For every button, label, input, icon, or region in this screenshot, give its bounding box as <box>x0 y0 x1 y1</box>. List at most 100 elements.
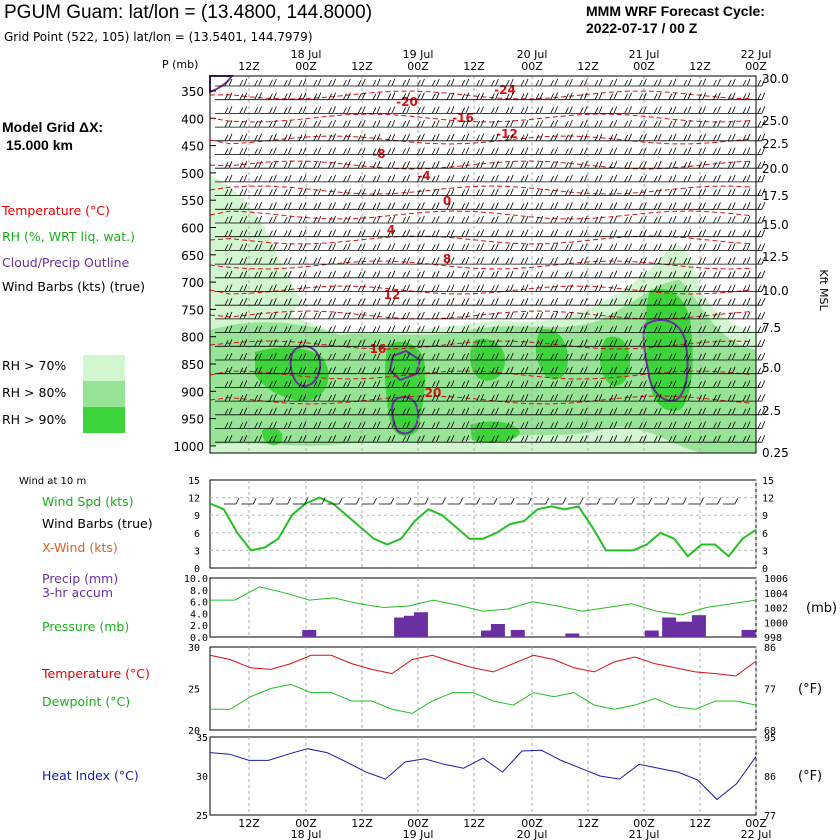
wind-barb <box>244 188 262 196</box>
wind-barb <box>244 393 262 402</box>
wind-barb <box>629 133 647 142</box>
legend-rh: RH (%, WRT liq. wat.) <box>2 229 135 244</box>
wind-barb <box>718 161 736 169</box>
wind-barb <box>570 202 588 210</box>
wind-barb <box>614 407 632 416</box>
wind-barb <box>673 325 692 333</box>
pressure-unit: (mb) <box>806 601 837 616</box>
bottom-time-tick-7: 00Z <box>633 817 655 830</box>
wind-barb <box>673 352 692 361</box>
wind-barb <box>570 119 588 128</box>
wind-barb <box>289 325 307 333</box>
wind-barb <box>644 161 662 169</box>
wind-barb <box>614 311 632 320</box>
kft-tick-17.5: 17.5 <box>762 189 789 203</box>
wind-barb <box>244 270 262 279</box>
wind-barb <box>481 435 499 443</box>
wind-barb <box>392 393 410 402</box>
wind-barb <box>392 270 410 279</box>
wind-barb <box>747 243 766 251</box>
wind-barb <box>451 435 470 443</box>
wind-barb <box>540 393 558 402</box>
wind-barb <box>333 106 351 114</box>
wind-barb <box>348 119 366 128</box>
wind-barb <box>570 311 588 320</box>
wind-barb <box>570 270 588 279</box>
wind-barb <box>599 174 618 183</box>
top-time-tick-2: 12Z <box>351 60 373 73</box>
precip-bar-7 <box>565 633 580 637</box>
wind-barb <box>629 380 647 388</box>
model-grid-dx: Model Grid ΔX: 15.000 km <box>2 118 103 154</box>
wind-barb <box>570 243 588 251</box>
wind-barb <box>466 119 484 128</box>
wind-barb <box>407 119 425 128</box>
wind-barb <box>289 188 307 196</box>
wind-barb <box>540 78 558 87</box>
wind-barb <box>244 161 262 169</box>
wind-barb <box>525 92 544 101</box>
wind-barb <box>585 311 603 320</box>
wind-barb <box>407 161 425 169</box>
wind-barb <box>659 421 677 429</box>
wind-barb <box>570 133 588 142</box>
wind-barb <box>673 256 692 265</box>
wind-barb <box>451 421 470 429</box>
wind-barb <box>644 393 662 402</box>
wind-barb <box>215 202 233 210</box>
wind-barb <box>437 284 455 292</box>
wind-barb <box>659 188 677 196</box>
wind-barb <box>511 311 529 320</box>
wind-barb <box>733 393 751 402</box>
cloud-outline-4 <box>642 319 689 402</box>
pressure-tick-650: 650 <box>181 249 204 263</box>
wind-barb <box>466 92 484 101</box>
wind-barb <box>659 106 677 114</box>
cycle-line2: 2022-07-17 / 00 Z <box>586 20 698 36</box>
wind-barb <box>363 92 381 101</box>
wind-barb <box>289 119 307 128</box>
wind-barb <box>318 284 336 292</box>
wind-barb <box>718 188 736 196</box>
wind-barb <box>614 161 632 169</box>
wind-barb <box>555 380 573 388</box>
wind-barb <box>422 435 440 443</box>
temperature-contour-1 <box>209 113 751 123</box>
wind-barb <box>496 256 514 265</box>
wind-barb <box>348 174 366 183</box>
wind-barb <box>703 188 721 196</box>
wind-barb <box>525 188 544 196</box>
legend-rh90: RH > 90% <box>2 412 67 427</box>
wind-barb <box>659 380 677 388</box>
wind-barb <box>688 393 706 402</box>
wind-barb <box>703 298 721 306</box>
wind-barb <box>437 407 455 416</box>
wind-barb <box>718 366 736 375</box>
wind-barb <box>363 421 381 429</box>
wind-barb <box>570 421 588 429</box>
wind-barb <box>229 435 248 443</box>
wind-barb <box>703 229 721 238</box>
wind-barb <box>466 298 484 306</box>
wind-barb <box>614 325 632 333</box>
wind-barb <box>215 380 233 388</box>
wind-barb <box>555 435 573 443</box>
wind-barb <box>215 256 233 265</box>
wind-barb <box>289 106 307 114</box>
wind-barb <box>599 393 618 402</box>
wind-barb <box>318 298 336 306</box>
sfc-wind-barb <box>327 497 343 505</box>
wind-barb <box>377 78 396 87</box>
sfc-wind-barb <box>482 497 498 505</box>
wind-barb <box>466 366 484 375</box>
wind-barb <box>585 92 603 101</box>
wind-barb <box>718 393 736 402</box>
wind-barb <box>599 380 618 388</box>
wind-barb <box>377 243 396 251</box>
wind-barb <box>511 284 529 292</box>
wind-barb <box>215 366 233 375</box>
wind-barb <box>481 78 499 87</box>
wind-barb <box>614 215 632 224</box>
wind-barb <box>437 229 455 238</box>
pressure-tick-850: 850 <box>181 358 204 372</box>
